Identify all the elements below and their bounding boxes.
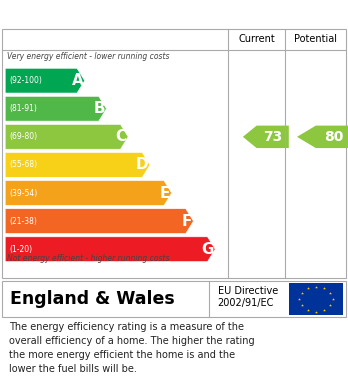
- Polygon shape: [5, 68, 85, 93]
- Text: (39-54): (39-54): [9, 188, 38, 197]
- Text: C: C: [116, 129, 127, 144]
- Text: B: B: [93, 101, 105, 116]
- Polygon shape: [5, 97, 106, 121]
- Text: F: F: [182, 213, 192, 229]
- Text: (81-91): (81-91): [9, 104, 37, 113]
- Text: 73: 73: [263, 130, 282, 144]
- Polygon shape: [5, 209, 193, 233]
- Text: (55-68): (55-68): [9, 160, 38, 169]
- Text: Current: Current: [238, 34, 275, 44]
- Text: England & Wales: England & Wales: [10, 290, 175, 308]
- Polygon shape: [5, 181, 172, 205]
- Text: A: A: [71, 73, 83, 88]
- Text: Energy Efficiency Rating: Energy Efficiency Rating: [9, 7, 211, 22]
- Text: The energy efficiency rating is a measure of the
overall efficiency of a home. T: The energy efficiency rating is a measur…: [9, 321, 254, 373]
- Bar: [289, 283, 343, 315]
- Polygon shape: [5, 237, 215, 262]
- Polygon shape: [243, 126, 289, 148]
- Text: E: E: [160, 185, 170, 201]
- Text: (21-38): (21-38): [9, 217, 37, 226]
- Polygon shape: [5, 152, 150, 177]
- Text: Potential: Potential: [294, 34, 337, 44]
- Text: D: D: [136, 158, 149, 172]
- Text: (1-20): (1-20): [9, 245, 32, 254]
- Text: Not energy efficient - higher running costs: Not energy efficient - higher running co…: [7, 254, 169, 263]
- Text: G: G: [201, 242, 214, 256]
- Polygon shape: [297, 126, 348, 148]
- Text: 80: 80: [324, 130, 343, 144]
- Text: EU Directive
2002/91/EC: EU Directive 2002/91/EC: [218, 286, 278, 308]
- Text: Very energy efficient - lower running costs: Very energy efficient - lower running co…: [7, 52, 169, 61]
- Text: (69-80): (69-80): [9, 132, 38, 141]
- Polygon shape: [5, 124, 128, 149]
- Text: (92-100): (92-100): [9, 76, 42, 85]
